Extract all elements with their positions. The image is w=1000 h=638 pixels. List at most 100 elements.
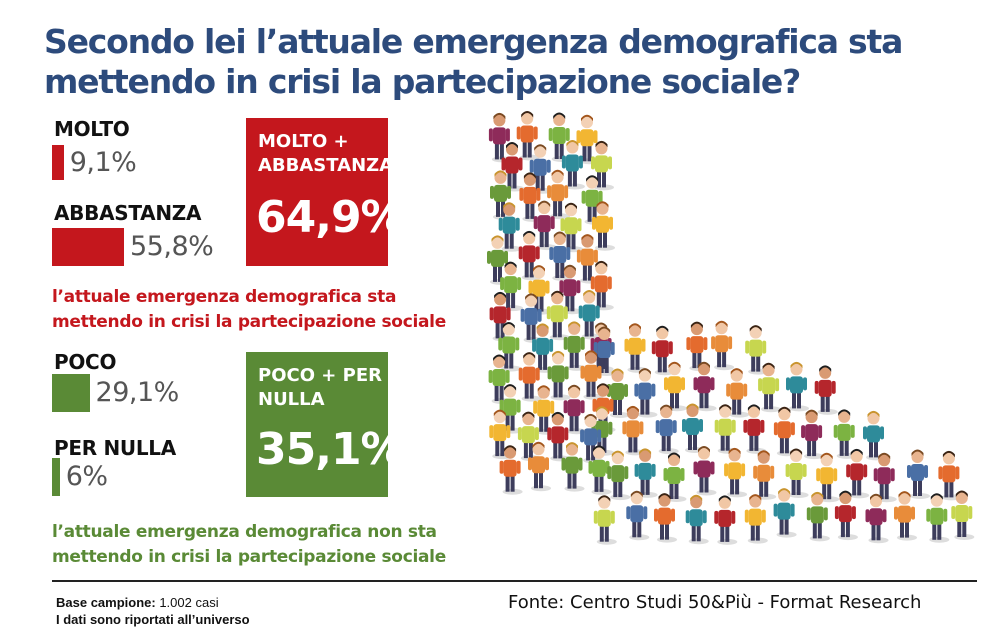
bar-per-nulla xyxy=(52,458,60,496)
note-positive: l’attuale emergenza demografica sta mett… xyxy=(52,287,446,332)
person-icon xyxy=(664,361,687,412)
person-icon xyxy=(518,230,542,281)
sample-base-label: Base campione: xyxy=(56,595,156,610)
footer-rule xyxy=(52,580,977,582)
person-icon xyxy=(498,202,522,252)
person-icon xyxy=(593,495,617,545)
person-icon xyxy=(626,490,650,541)
person-icon xyxy=(488,112,512,163)
total-box-positive: MOLTO + ABBASTANZA 64,9% xyxy=(246,118,405,266)
person-icon xyxy=(624,323,648,373)
person-icon xyxy=(834,490,858,541)
person-icon xyxy=(785,448,809,498)
person-icon xyxy=(607,368,630,418)
person-icon xyxy=(863,410,886,461)
person-icon xyxy=(607,450,631,501)
person-icon xyxy=(951,490,975,540)
person-icon xyxy=(726,368,750,418)
category-label-poco: POCO xyxy=(54,350,117,374)
person-icon xyxy=(926,493,950,543)
person-icon xyxy=(655,404,679,455)
person-icon xyxy=(806,491,830,542)
person-icon xyxy=(581,175,605,225)
person-icon xyxy=(516,111,540,161)
person-icon xyxy=(814,365,838,415)
person-icon xyxy=(744,494,768,544)
person-icon xyxy=(590,260,614,311)
person-icon xyxy=(753,450,777,500)
person-icon xyxy=(499,445,523,495)
person-icon xyxy=(528,441,551,492)
person-icon xyxy=(663,452,687,502)
person-icon xyxy=(743,404,767,454)
person-icon xyxy=(693,446,717,496)
person-icon xyxy=(786,361,809,412)
total-value-negative: 35,1% xyxy=(256,424,405,475)
category-label-molto: MOLTO xyxy=(54,117,130,141)
person-icon xyxy=(547,411,571,462)
sample-base: Base campione: 1.002 casi I dati sono ri… xyxy=(56,594,250,628)
person-icon xyxy=(593,326,617,376)
person-icon xyxy=(801,409,825,460)
person-icon xyxy=(520,293,544,343)
person-icon xyxy=(865,493,889,544)
person-icon xyxy=(846,448,870,499)
person-icon xyxy=(533,385,557,435)
person-icon xyxy=(533,200,557,251)
person-icon xyxy=(518,352,542,402)
person-icon xyxy=(816,452,840,503)
person-icon xyxy=(693,361,717,412)
person-icon xyxy=(758,362,782,413)
people-icon xyxy=(487,111,975,545)
person-icon xyxy=(488,354,512,404)
person-icon xyxy=(685,494,709,545)
person-icon xyxy=(576,234,600,284)
person-icon xyxy=(580,350,604,400)
total-label-positive: MOLTO + ABBASTANZA xyxy=(258,131,394,176)
person-icon xyxy=(651,325,675,376)
person-icon xyxy=(724,447,748,498)
person-icon xyxy=(547,169,571,220)
total-box-negative: POCO + PER NULLA 35,1% xyxy=(246,352,405,497)
person-icon xyxy=(563,321,587,371)
data-label-poco: 29,1% xyxy=(95,377,180,408)
person-icon xyxy=(894,491,917,541)
source-credit: Fonte: Centro Studi 50&Più - Format Rese… xyxy=(508,592,922,613)
person-icon xyxy=(501,142,525,192)
person-icon xyxy=(634,368,658,418)
person-icon xyxy=(634,448,658,498)
person-icon xyxy=(547,350,571,401)
sample-base-value: 1.002 casi xyxy=(159,595,219,610)
crowd-illustration xyxy=(487,111,975,545)
chart-title: Secondo lei l’attuale emergenza demograf… xyxy=(44,22,903,101)
universe-note: I dati sono riportati all’universo xyxy=(56,612,250,627)
person-icon xyxy=(714,495,738,545)
person-icon xyxy=(563,384,587,435)
person-icon xyxy=(561,140,585,190)
person-icon xyxy=(498,322,522,372)
person-icon xyxy=(773,488,797,538)
person-icon xyxy=(654,493,677,543)
person-icon xyxy=(773,406,797,457)
note-negative: l’attuale emergenza demografica non sta … xyxy=(52,522,446,567)
person-icon xyxy=(490,170,513,220)
bar-molto xyxy=(52,145,64,180)
total-value-positive: 64,9% xyxy=(256,192,405,243)
person-icon xyxy=(561,442,585,492)
person-icon xyxy=(907,449,930,499)
bar-abbastanza xyxy=(52,228,124,266)
person-icon xyxy=(711,320,735,371)
person-icon xyxy=(559,264,583,315)
person-icon xyxy=(519,172,543,222)
person-icon xyxy=(591,140,614,191)
bar-poco xyxy=(52,374,90,412)
person-icon xyxy=(592,201,615,251)
category-label-per-nulla: PER NULLA xyxy=(54,436,176,460)
person-icon xyxy=(546,290,570,341)
data-label-molto: 9,1% xyxy=(69,146,137,178)
person-icon xyxy=(487,235,510,285)
category-label-abbastanza: ABBASTANZA xyxy=(54,201,202,225)
data-label-abbastanza: 55,8% xyxy=(130,231,214,262)
data-label-per-nulla: 6% xyxy=(65,461,108,492)
person-icon xyxy=(560,202,584,253)
